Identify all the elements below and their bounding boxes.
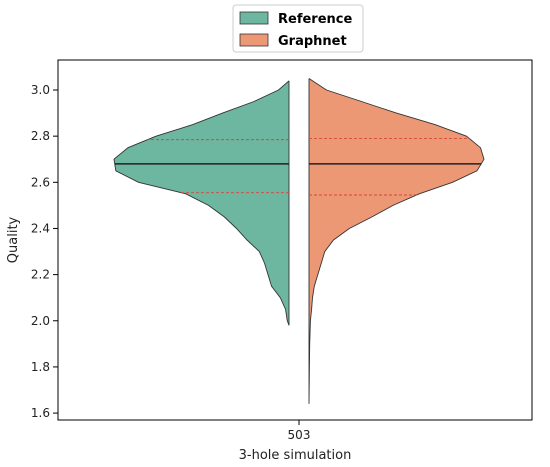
y-axis-label: Quality: [6, 216, 21, 263]
legend-swatch-graphnet: [239, 33, 269, 47]
violin-half-graphnet: [308, 78, 485, 404]
y-tick-label: 1.8: [31, 360, 50, 374]
y-tick-label: 2.8: [31, 129, 50, 143]
legend-label-reference: Reference: [278, 12, 352, 27]
x-axis: 503: [288, 420, 311, 442]
y-axis: 1.6 1.8 2.0 2.2 2.4 2.6 2.8 3.0: [31, 83, 58, 420]
x-axis-label: 3-hole simulation: [239, 448, 352, 463]
y-tick-label: 1.6: [31, 406, 50, 420]
y-tick-label: 3.0: [31, 83, 50, 97]
violin-body: [113, 80, 290, 326]
y-tick-label: 2.4: [31, 221, 50, 235]
legend: Reference Graphnet: [232, 4, 364, 53]
violin-plot-area: [113, 78, 485, 404]
x-tick-label: 503: [288, 428, 311, 442]
plot-frame: [57, 59, 533, 421]
y-tick-label: 2.6: [31, 175, 50, 189]
y-tick-label: 2.0: [31, 314, 50, 328]
legend-swatch-reference: [239, 11, 269, 25]
y-tick-label: 2.2: [31, 268, 50, 282]
legend-label-graphnet: Graphnet: [278, 34, 347, 49]
violin-half-reference: [113, 80, 290, 326]
violin-body: [308, 78, 485, 404]
